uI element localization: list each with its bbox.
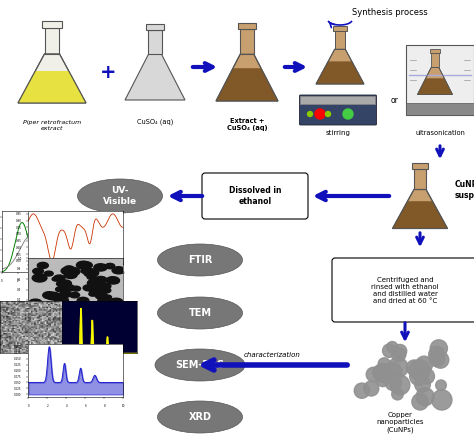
Polygon shape [333, 26, 347, 31]
Circle shape [378, 358, 390, 370]
Circle shape [430, 340, 447, 357]
Text: CuSO₄ (aq): CuSO₄ (aq) [137, 118, 173, 125]
Ellipse shape [157, 401, 243, 433]
Text: CuNP
suspension: CuNP suspension [455, 181, 474, 200]
Text: Extract +
CuSO₄ (aq): Extract + CuSO₄ (aq) [227, 118, 267, 131]
Ellipse shape [155, 349, 245, 381]
Polygon shape [301, 96, 375, 104]
Polygon shape [18, 54, 86, 103]
Circle shape [373, 365, 387, 379]
Text: characterization: characterization [244, 352, 301, 358]
FancyBboxPatch shape [202, 173, 308, 219]
Polygon shape [146, 24, 164, 30]
Circle shape [432, 390, 452, 410]
Polygon shape [431, 53, 439, 68]
Circle shape [419, 368, 435, 384]
Circle shape [429, 351, 445, 367]
Circle shape [415, 377, 430, 392]
Circle shape [383, 362, 402, 382]
Polygon shape [430, 50, 440, 53]
Polygon shape [18, 71, 86, 103]
Text: SEM-EDS: SEM-EDS [175, 360, 225, 370]
Text: TEM: TEM [189, 308, 211, 318]
FancyBboxPatch shape [406, 45, 474, 115]
Text: ultrasonication: ultrasonication [415, 130, 465, 136]
Text: Dissolved in
ethanol: Dissolved in ethanol [229, 186, 281, 206]
Ellipse shape [157, 297, 243, 329]
Circle shape [326, 112, 330, 116]
Circle shape [393, 344, 407, 358]
Ellipse shape [157, 244, 243, 276]
Polygon shape [240, 29, 254, 54]
Circle shape [436, 380, 447, 391]
Polygon shape [42, 21, 62, 27]
Circle shape [374, 364, 392, 382]
Circle shape [416, 388, 434, 406]
Circle shape [388, 358, 408, 378]
Polygon shape [335, 31, 345, 49]
Circle shape [416, 356, 433, 373]
Text: stirring: stirring [326, 130, 350, 136]
Polygon shape [316, 61, 364, 84]
Circle shape [412, 394, 428, 410]
Text: +: + [100, 62, 116, 82]
Circle shape [366, 367, 381, 382]
Circle shape [308, 112, 312, 116]
Circle shape [354, 383, 370, 399]
Text: UV-
Visible: UV- Visible [103, 186, 137, 206]
Circle shape [364, 381, 379, 396]
Polygon shape [45, 27, 59, 54]
Text: Synthesis process: Synthesis process [352, 8, 428, 17]
Ellipse shape [78, 179, 163, 213]
Circle shape [392, 347, 406, 362]
Polygon shape [238, 23, 256, 29]
Polygon shape [392, 201, 447, 228]
Polygon shape [418, 68, 453, 95]
Text: Centrifuged and
rinsed with ethanol
and distilled water
and dried at 60 °C: Centrifuged and rinsed with ethanol and … [371, 276, 439, 303]
Polygon shape [148, 30, 162, 54]
Circle shape [385, 375, 401, 391]
Text: XRD: XRD [189, 412, 211, 422]
Text: or: or [391, 95, 399, 105]
Circle shape [387, 341, 398, 353]
Circle shape [410, 367, 428, 385]
Polygon shape [414, 169, 426, 190]
Polygon shape [216, 54, 278, 101]
Circle shape [406, 360, 422, 375]
FancyBboxPatch shape [332, 258, 474, 322]
Circle shape [376, 374, 389, 387]
Polygon shape [125, 54, 185, 100]
Polygon shape [406, 103, 474, 115]
Polygon shape [412, 164, 428, 169]
Circle shape [428, 346, 445, 363]
Text: Piper retrofractum
extract: Piper retrofractum extract [23, 120, 81, 131]
Text: FTIR: FTIR [188, 255, 212, 265]
Circle shape [383, 344, 396, 358]
Polygon shape [216, 68, 278, 101]
FancyBboxPatch shape [300, 95, 376, 125]
Text: Copper
nanoparticles
(CuNPs): Copper nanoparticles (CuNPs) [376, 412, 424, 433]
Circle shape [343, 109, 353, 119]
Circle shape [410, 360, 430, 381]
Polygon shape [418, 78, 453, 95]
Circle shape [390, 375, 410, 395]
Polygon shape [316, 49, 364, 84]
Circle shape [315, 109, 325, 119]
Polygon shape [392, 190, 447, 228]
Circle shape [392, 388, 403, 400]
Circle shape [432, 351, 449, 368]
